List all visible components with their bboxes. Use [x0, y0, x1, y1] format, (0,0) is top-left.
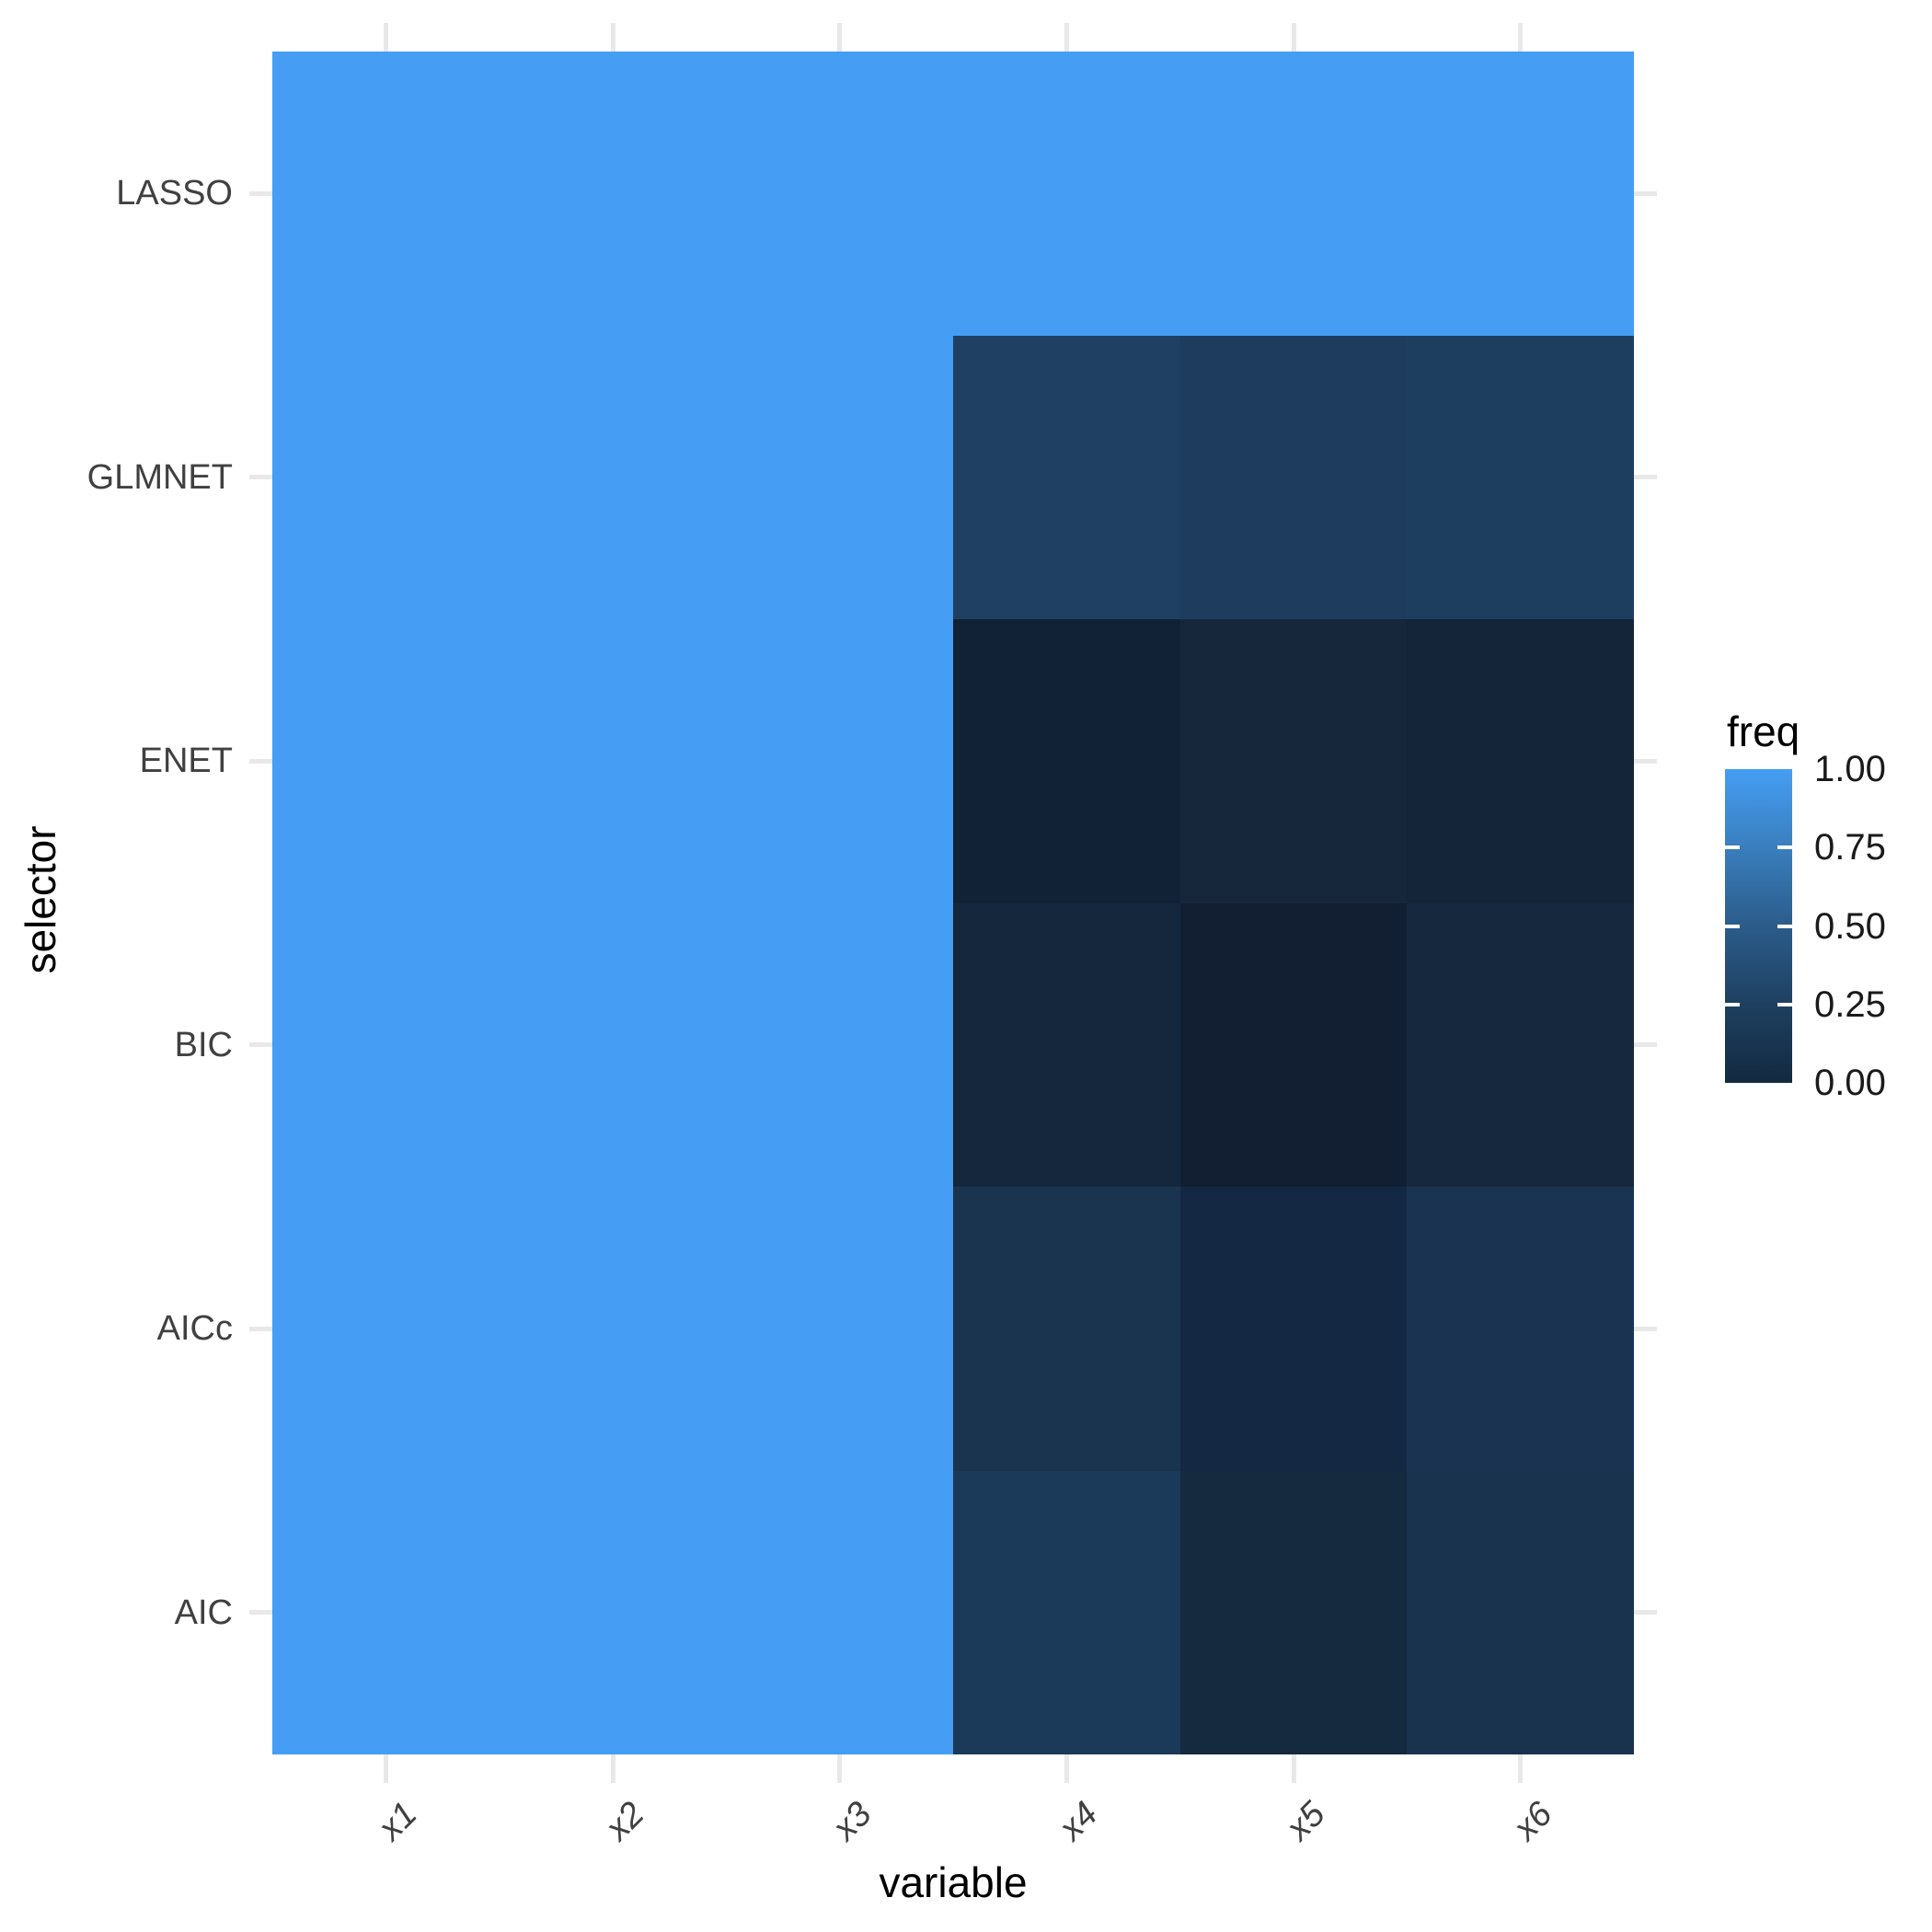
y-axis-title: selector [17, 825, 64, 974]
cell-AIC-x5 [1179, 1470, 1408, 1754]
legend-tick-mark [1777, 1002, 1792, 1006]
cell-AIC-x6 [1407, 1470, 1634, 1754]
x-tick-label-x2: x2 [598, 1794, 652, 1848]
legend-label-1.00: 1.00 [1814, 749, 1886, 789]
y-tick-label-AIC: AIC [174, 1593, 233, 1632]
cell-ENET-x3 [726, 619, 953, 903]
cell-AICc-x2 [499, 1187, 727, 1471]
cell-LASSO-x5 [1179, 52, 1408, 336]
cell-AICc-x3 [726, 1187, 953, 1471]
y-tick-label-LASSO: LASSO [116, 174, 233, 213]
cell-AICc-x5 [1179, 1187, 1408, 1471]
cell-LASSO-x2 [499, 52, 727, 336]
x-tick-label-x5: x5 [1279, 1794, 1333, 1848]
cell-GLMNET-x4 [953, 335, 1180, 619]
cell-BIC-x6 [1407, 903, 1634, 1187]
x-tick-label-x3: x3 [824, 1794, 880, 1848]
x-axis-title: variable [879, 1858, 1028, 1906]
cell-BIC-x1 [272, 903, 500, 1187]
legend-label-0.00: 0.00 [1814, 1063, 1886, 1103]
x-tick-label-x1: x1 [371, 1794, 425, 1848]
cell-AICc-x4 [953, 1187, 1180, 1471]
legend-tick-mark [1725, 1002, 1740, 1006]
cell-BIC-x2 [499, 903, 727, 1187]
legend-tick-mark [1725, 845, 1740, 850]
cell-ENET-x5 [1179, 619, 1408, 903]
cell-ENET-x4 [953, 619, 1180, 903]
y-tick-label-AICc: AICc [156, 1309, 233, 1349]
x-tick-label-x4: x4 [1052, 1794, 1106, 1848]
cell-AIC-x4 [953, 1470, 1180, 1754]
cell-GLMNET-x1 [272, 335, 500, 619]
cell-BIC-x5 [1179, 903, 1408, 1187]
cell-LASSO-x1 [272, 52, 500, 336]
cell-GLMNET-x6 [1407, 335, 1634, 619]
plot-panel [249, 23, 1657, 1783]
cell-AIC-x1 [272, 1470, 500, 1754]
cell-GLMNET-x3 [726, 335, 953, 619]
cell-BIC-x4 [953, 903, 1180, 1187]
x-tick-label-x6: x6 [1505, 1794, 1560, 1848]
legend-tick-mark [1777, 845, 1792, 850]
y-tick-label-ENET: ENET [139, 742, 233, 781]
legend-tick-mark [1777, 924, 1792, 928]
cell-LASSO-x4 [953, 52, 1180, 336]
cell-ENET-x2 [499, 619, 727, 903]
cell-BIC-x3 [726, 903, 953, 1187]
cell-AICc-x1 [272, 1187, 500, 1471]
y-tick-label-GLMNET: GLMNET [86, 457, 233, 497]
legend-label-0.75: 0.75 [1814, 827, 1886, 868]
cell-AICc-x6 [1407, 1187, 1634, 1471]
y-tick-label-BIC: BIC [174, 1025, 233, 1064]
cell-AIC-x2 [499, 1470, 727, 1754]
legend-label-0.50: 0.50 [1814, 905, 1886, 947]
cell-LASSO-x6 [1407, 52, 1634, 336]
legend-tick-mark [1725, 924, 1740, 928]
heatmap-tiles [272, 52, 1634, 1754]
cell-GLMNET-x5 [1179, 335, 1408, 619]
cell-ENET-x1 [272, 619, 500, 903]
cell-ENET-x6 [1407, 619, 1634, 903]
cell-LASSO-x3 [726, 52, 953, 336]
legend-title: freq [1727, 707, 1800, 755]
legend: freq 1.00 0.75 0.50 0.25 0.00 [1711, 699, 1932, 1104]
cell-GLMNET-x2 [499, 335, 727, 619]
cell-AIC-x3 [726, 1470, 953, 1754]
legend-label-0.25: 0.25 [1814, 983, 1886, 1025]
